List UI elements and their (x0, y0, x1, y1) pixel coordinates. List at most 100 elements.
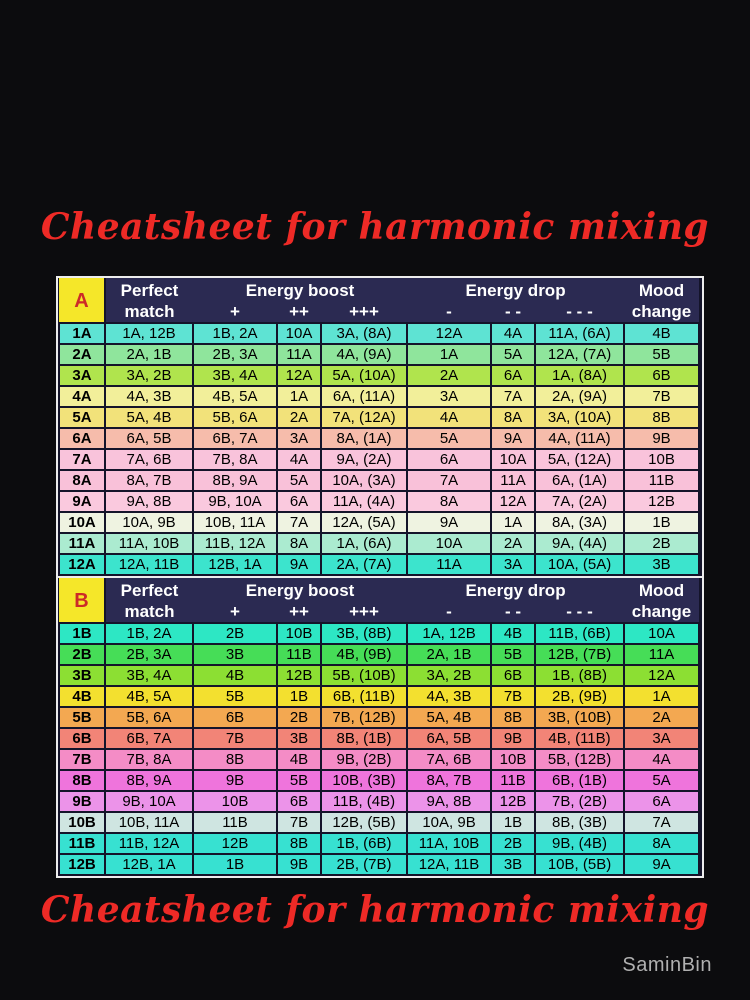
cell: 3B, (10B) (534, 706, 626, 729)
bottom-title: Cheatsheet for harmonic mixing (40, 889, 710, 931)
cell: 10A, 9B (406, 811, 493, 834)
row-key: 3A (58, 364, 106, 387)
drop-minusminusminus-icon: - - - (535, 302, 625, 323)
cell: 11A, 10B (406, 832, 493, 855)
row-key: 3B (58, 664, 106, 687)
cell: 2B (192, 622, 278, 645)
cell: 7A (406, 469, 493, 492)
cell: 8B, 9A (192, 469, 278, 492)
harmonic-table-b: B Perfect match Energy boost Energy drop… (58, 578, 701, 876)
cell: 11B, (6B) (534, 622, 626, 645)
table-row: 1A 1A, 12B 1B, 2A 10A 3A, (8A) 12A 4A 11A, (6A)… (58, 322, 701, 345)
cell: 4B (623, 322, 701, 345)
cell: 5A, (10A) (319, 364, 409, 387)
cell: 8B (192, 748, 278, 771)
cell: 7B (192, 727, 278, 750)
table-row: 7B 7B, 8A 8B 4B 9B, (2B) 7A, 6B 10B 5B, (12B) 4A (58, 748, 701, 771)
cell: 3B, 4A (192, 364, 278, 387)
cell: 10B, 11A (104, 811, 194, 834)
table-row: 12B 12B, 1A 1B 9B 2B, (7B) 12A, 11B 3B 10B, (5B… (58, 853, 701, 876)
cell: 5A (623, 769, 701, 792)
cell: 10A, (5A) (534, 553, 626, 576)
perfect-match-line1: Perfect (120, 581, 179, 600)
cell: 8B (276, 832, 322, 855)
drop-minusminus-icon: - - (491, 302, 536, 323)
cell: 4B (276, 748, 322, 771)
cell: 12B, 1A (104, 853, 194, 876)
cell: 12A (276, 364, 322, 387)
mood-change-line1: Mood (638, 581, 685, 600)
cell: 8B (490, 706, 537, 729)
cell: 3B (276, 727, 322, 750)
perfect-match-line1: Perfect (120, 281, 179, 300)
cell: 7A, 6B (104, 448, 194, 471)
cell: 11A, (4A) (319, 490, 409, 513)
cell: 9A (490, 427, 537, 450)
cell: 1B, (6B) (319, 832, 409, 855)
cell: 9A (276, 553, 322, 576)
mood-change-line2: change (631, 302, 692, 321)
cell: 11B (192, 811, 278, 834)
energy-boost-header: Energy boost (193, 278, 408, 302)
cell: 7A (490, 385, 537, 408)
cell: 12A, 11B (104, 553, 194, 576)
row-key: 6B (58, 727, 106, 750)
cell: 6B (623, 364, 701, 387)
mood-change-header: Mood change (624, 278, 700, 323)
drop-minusminus-icon: - - (491, 602, 536, 623)
cell: 10A (623, 622, 701, 645)
cell: 2A, 1B (406, 643, 493, 666)
drop-minus-icon: - (407, 302, 492, 323)
cell: 11B (490, 769, 537, 792)
cell: 1B (276, 685, 322, 708)
cell: 10B (490, 748, 537, 771)
cell: 8A (406, 490, 493, 513)
cell: 11B (276, 643, 322, 666)
cell: 9A, (4A) (534, 532, 626, 555)
cell: 6B, 7A (192, 427, 278, 450)
cell: 11A, (6A) (534, 322, 626, 345)
cell: 6B, 7A (104, 727, 194, 750)
cell: 1A (490, 511, 537, 534)
cell: 1A, 12B (406, 622, 493, 645)
cell: 12A (406, 322, 493, 345)
cell: 2B (276, 706, 322, 729)
cell: 6A (276, 490, 322, 513)
cell: 3A (623, 727, 701, 750)
cell: 2A (490, 532, 537, 555)
cell: 10B, (5B) (534, 853, 626, 876)
row-key: 2A (58, 343, 106, 366)
perfect-match-header: Perfect match (105, 278, 193, 323)
table-row: 9B 9B, 10A 10B 6B 11B, (4B) 9A, 8B 12B 7B, (2B)… (58, 790, 701, 813)
table-a-header: A Perfect match Energy boost Energy drop… (59, 278, 700, 323)
cell: 12A (490, 490, 537, 513)
cell: 8A (623, 832, 701, 855)
cell: 4B, 5A (104, 685, 194, 708)
cell: 12B, (5B) (319, 811, 409, 834)
table-row: 2A 2A, 1B 2B, 3A 11A 4A, (9A) 1A 5A 12A, (7A) 5B (58, 343, 701, 366)
row-key: 1B (58, 622, 106, 645)
cell: 6B, (11B) (319, 685, 409, 708)
cell: 12B, 1A (192, 553, 278, 576)
cell: 1A (406, 343, 493, 366)
cell: 2B, (9B) (534, 685, 626, 708)
cell: 5A (490, 343, 537, 366)
cell: 3B (192, 643, 278, 666)
boost-plusplus-icon: ++ (277, 302, 321, 323)
cell: 8B, (3B) (534, 811, 626, 834)
row-key: 11B (58, 832, 106, 855)
cell: 3B (623, 553, 701, 576)
cell: 6A (406, 448, 493, 471)
cell: 6B (490, 664, 537, 687)
cell: 8A, (3A) (534, 511, 626, 534)
cell: 11A (406, 553, 493, 576)
cell: 6A, 5B (104, 427, 194, 450)
cell: 2B, (7B) (319, 853, 409, 876)
cell: 10B (623, 448, 701, 471)
cell: 5A (406, 427, 493, 450)
cell: 4A (623, 748, 701, 771)
cell: 6B (192, 706, 278, 729)
cell: 4A, 3B (406, 685, 493, 708)
row-key: 4A (58, 385, 106, 408)
cell: 8A, (1A) (319, 427, 409, 450)
